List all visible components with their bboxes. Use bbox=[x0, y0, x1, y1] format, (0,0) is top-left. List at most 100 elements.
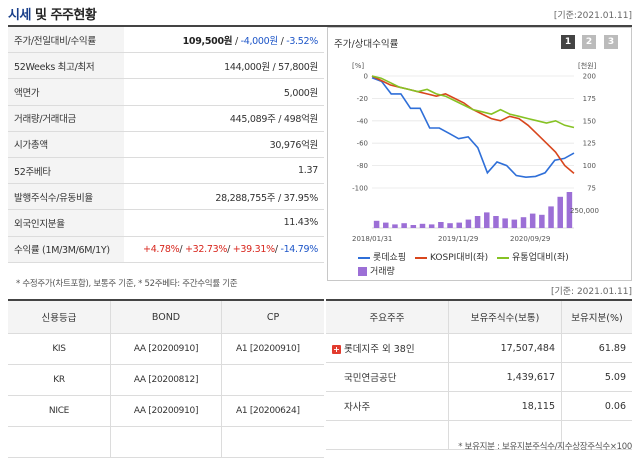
volume-bar bbox=[392, 224, 398, 228]
right-tick-label: 125 bbox=[583, 140, 596, 148]
legend-item: 유통업대비(좌) bbox=[497, 253, 569, 263]
series-lines bbox=[371, 75, 575, 179]
row-label: 수익률 (1M/3M/6M/1Y) bbox=[8, 236, 124, 263]
table-row bbox=[8, 426, 324, 458]
table-row: + 롯데지주 외 38인 17,507,484 61.89 bbox=[326, 333, 632, 363]
volume-bar bbox=[511, 219, 518, 228]
volume-bar bbox=[566, 192, 573, 228]
chart-page-3-button[interactable]: 3 bbox=[604, 35, 618, 49]
table-row: 자사주 18,115 0.06 bbox=[326, 391, 632, 421]
left-tick-label: -40 bbox=[357, 117, 368, 125]
right-tick-label: 150 bbox=[583, 117, 596, 125]
row-label: 거래량/거래대금 bbox=[8, 105, 124, 132]
chart-grid bbox=[372, 75, 574, 229]
expand-icon[interactable]: + bbox=[332, 345, 341, 354]
return-1m: +4.78% bbox=[143, 243, 180, 255]
chart-page-2-button[interactable]: 2 bbox=[582, 35, 596, 49]
volume-bar bbox=[520, 217, 527, 228]
table-row: 시가총액 30,976억원 bbox=[8, 131, 324, 158]
credit-rating-table: 신용등급 BOND CP KIS AA [20200910] A1 [2020091… bbox=[8, 299, 324, 458]
price-change: -4,000원 bbox=[240, 35, 279, 47]
row-value: 445,089주 / 498억원 bbox=[124, 105, 324, 132]
row-label: 52Weeks 최고/최저 bbox=[8, 52, 124, 80]
returns-cell: +4.78%/ +32.73%/ +39.31%/ -14.79% bbox=[124, 236, 324, 263]
chart-title: 주가/상대수익률 bbox=[334, 39, 399, 50]
volume-bar bbox=[419, 223, 426, 228]
title-sub: 및 주주현황 bbox=[34, 8, 97, 23]
return-1y: -14.79% bbox=[280, 243, 318, 255]
table-row: 52주베타 1.37 bbox=[8, 157, 324, 185]
chart-page-1-button[interactable]: 1 bbox=[561, 35, 575, 49]
return-6m: +39.31% bbox=[232, 243, 275, 255]
volume-tick-label: 250,000 bbox=[570, 207, 599, 215]
volume-bar bbox=[548, 206, 554, 228]
column-header: 보유주식수(보통) bbox=[448, 299, 562, 334]
volume-bar bbox=[474, 216, 481, 228]
legend-item: 거래량 bbox=[358, 264, 395, 277]
column-header: 주요주주 bbox=[326, 299, 449, 334]
volume-bar bbox=[383, 222, 389, 228]
left-tick-label: -80 bbox=[357, 162, 368, 170]
row-value: 30,976억원 bbox=[124, 131, 324, 158]
right-tick-label: 75 bbox=[587, 185, 596, 193]
left-axis: 0 -20 -40 -60 -80 -100 bbox=[352, 73, 368, 193]
holder-name[interactable]: + 롯데지주 외 38인 bbox=[326, 333, 449, 363]
table-row: 발행주식수/유동비율 28,288,755주 / 37.95% bbox=[8, 183, 324, 211]
row-value: 11.43% bbox=[124, 209, 324, 237]
table-row: 주가/전일대비/수익률 109,500원 / -4,000원 / -3.52% bbox=[8, 27, 324, 54]
row-label: 외국인지분율 bbox=[8, 209, 124, 237]
left-unit-label: [%] bbox=[352, 62, 364, 70]
header-divider bbox=[8, 25, 632, 27]
column-header: BOND bbox=[110, 299, 222, 334]
column-header: 보유지분(%) bbox=[561, 299, 632, 334]
major-shareholders-table: 주요주주 보유주식수(보통) 보유지분(%) + 롯데지주 외 38인 17,50… bbox=[326, 299, 632, 450]
series-line bbox=[371, 75, 575, 175]
volume-bar bbox=[401, 223, 407, 228]
price-chart: [%] [천원] 0 -20 -40 -60 -80 -100 200 175 150 125 1… bbox=[352, 61, 599, 243]
x-tick-label: 2019/11/29 bbox=[438, 235, 478, 243]
row-label: 발행주식수/유동비율 bbox=[8, 183, 124, 211]
header-date: [기준:2021.01.11] bbox=[553, 11, 632, 21]
volume-bar bbox=[539, 214, 545, 228]
volume-bar bbox=[447, 223, 453, 228]
table-row: KR AA [20200812] bbox=[8, 364, 324, 396]
row-label: 주가/전일대비/수익률 bbox=[8, 27, 124, 54]
volume-bar bbox=[428, 224, 435, 228]
base-date: [기준: 2021.01.11] bbox=[550, 287, 632, 297]
chart-legend: 롯데쇼핑 KOSPI대비(좌) 유통업대비(좌) bbox=[358, 250, 575, 263]
row-label: 52주베타 bbox=[8, 157, 124, 185]
legend-item: KOSPI대비(좌) bbox=[415, 253, 488, 263]
title-main: 시세 bbox=[8, 8, 31, 23]
row-value: 1.37 bbox=[124, 157, 324, 185]
table-row: 액면가 5,000원 bbox=[8, 78, 324, 106]
table-row: 외국인지분율 11.43% bbox=[8, 209, 324, 237]
table-row: 국민연금공단 1,439,617 5.09 bbox=[326, 362, 632, 392]
table-row: 수익률 (1M/3M/6M/1Y) +4.78%/ +32.73%/ +39.3… bbox=[8, 236, 324, 263]
volume-bars bbox=[373, 192, 573, 228]
row-label: 액면가 bbox=[8, 78, 124, 106]
holders-footnote: * 보유지분 : 보유지분주식수/지수상장주식수×100 bbox=[458, 442, 632, 452]
volume-bar bbox=[373, 220, 380, 228]
chart-panel: 주가/상대수익률 1 2 3 [%] [천원] 0 -20 -40 -60 -80 -10… bbox=[327, 27, 632, 281]
series-line bbox=[371, 77, 575, 179]
price-cell: 109,500원 / -4,000원 / -3.52% bbox=[124, 27, 324, 54]
series-line bbox=[371, 75, 575, 129]
row-value: 28,288,755주 / 37.95% bbox=[124, 183, 324, 211]
volume-bar bbox=[456, 222, 462, 228]
table-row: 52Weeks 최고/최저 144,000원 / 57,800원 bbox=[8, 52, 324, 80]
table-row: KIS AA [20200910] A1 [20200910] bbox=[8, 333, 324, 365]
volume-bar bbox=[484, 212, 490, 228]
summary-footnote: * 수정주가(차트포함), 보통주 기준, * 52주베타: 주간수익률 기준 bbox=[16, 279, 238, 289]
row-value: 5,000원 bbox=[124, 78, 324, 106]
column-header: CP bbox=[221, 299, 324, 334]
section-title: 시세 및 주주현황 bbox=[8, 4, 97, 23]
left-tick-label: -100 bbox=[352, 185, 368, 193]
volume-bar bbox=[493, 216, 499, 228]
volume-bar bbox=[438, 222, 444, 228]
legend-item: 롯데쇼핑 bbox=[358, 253, 406, 263]
volume-bar bbox=[410, 225, 417, 228]
price-change-pct: -3.52% bbox=[286, 35, 318, 47]
return-3m: +32.73% bbox=[185, 243, 228, 255]
volume-bar bbox=[557, 196, 563, 228]
row-value: 144,000원 / 57,800원 bbox=[124, 52, 324, 80]
